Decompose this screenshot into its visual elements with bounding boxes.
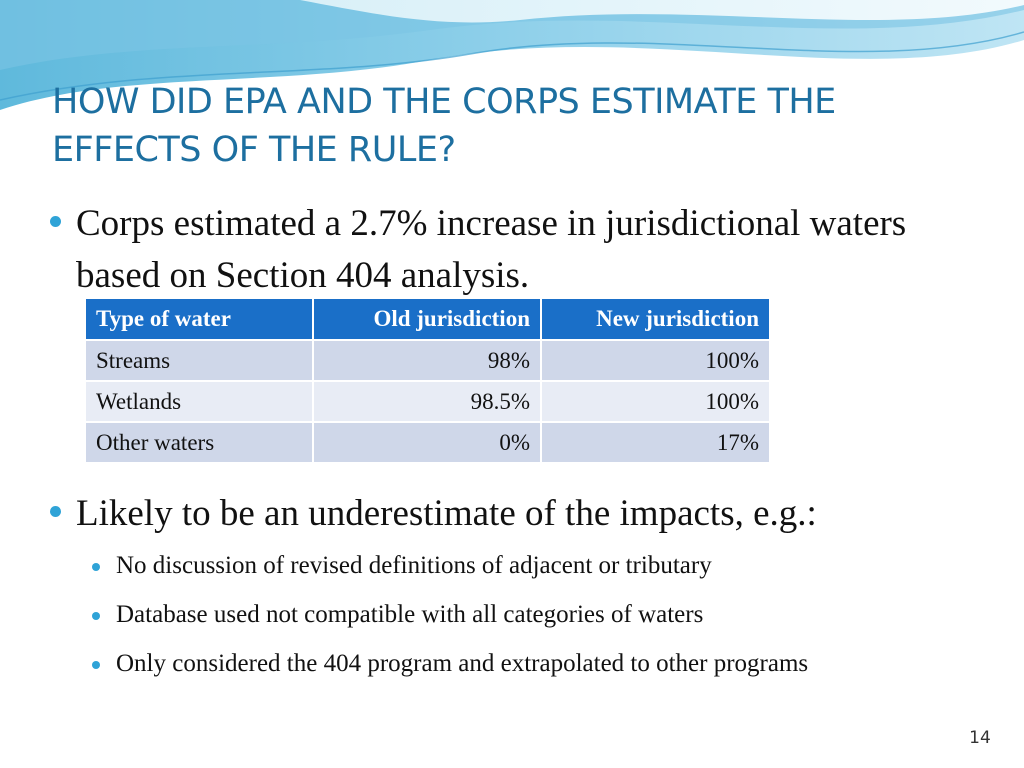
sub-bullet-dot-icon: [92, 612, 100, 620]
sub-bullet-text: Only considered the 404 program and extr…: [116, 650, 809, 677]
table-header-cell: Type of water: [86, 299, 314, 340]
table-cell: Wetlands: [86, 380, 314, 422]
sub-bullet-text: Database used not compatible with all ca…: [116, 601, 704, 628]
bullet-dot-icon: [50, 506, 61, 517]
header-wave-decoration: [0, 0, 1024, 113]
bullet-text: Likely to be an underestimate of the imp…: [76, 493, 817, 534]
table-cell: 98%: [313, 339, 542, 381]
table-cell: 100%: [541, 339, 771, 381]
table-cell: 0%: [313, 421, 542, 462]
table-header-row: Type of water Old jurisdiction New juris…: [86, 299, 771, 340]
sub-bullet-text: No discussion of revised definitions of …: [116, 552, 712, 579]
table-cell: 17%: [541, 421, 771, 462]
sub-bullet-dot-icon: [92, 563, 100, 571]
sub-bullet-item-2: Database used not compatible with all ca…: [92, 598, 972, 632]
table-row: Other waters 0% 17%: [86, 421, 771, 462]
table-row: Wetlands 98.5% 100%: [86, 380, 771, 422]
bullet-dot-icon: [50, 216, 61, 227]
page-number: 14: [969, 728, 991, 748]
table-header-cell: Old jurisdiction: [313, 299, 542, 340]
jurisdiction-table: Type of water Old jurisdiction New juris…: [86, 299, 771, 462]
sub-bullet-item-3: Only considered the 404 program and extr…: [92, 647, 972, 681]
sub-bullet-dot-icon: [92, 661, 100, 669]
bullet-item-2: Likely to be an underestimate of the imp…: [50, 488, 980, 540]
table-cell: 100%: [541, 380, 771, 422]
table-header-cell: New jurisdiction: [541, 299, 771, 340]
table-cell: Streams: [86, 339, 314, 381]
bullet-text: Corps estimated a 2.7% increase in juris…: [76, 203, 907, 296]
bullet-item-1: Corps estimated a 2.7% increase in juris…: [50, 198, 980, 302]
table-cell: 98.5%: [313, 380, 542, 422]
slide-title: HOW DID EPA AND THE CORPS ESTIMATE THE E…: [52, 82, 836, 170]
sub-bullet-item-1: No discussion of revised definitions of …: [92, 549, 972, 583]
table-row: Streams 98% 100%: [86, 339, 771, 381]
table-cell: Other waters: [86, 421, 314, 462]
